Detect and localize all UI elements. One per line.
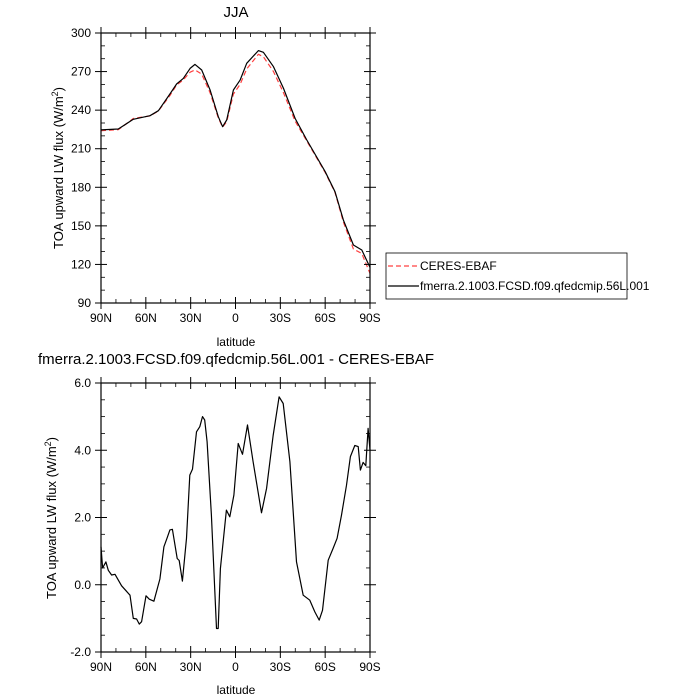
top-y-tick-label: 150 bbox=[71, 219, 91, 233]
top-x-tick-label: 90S bbox=[359, 311, 380, 325]
top-series-line-model bbox=[100, 49, 371, 268]
bottom-y-label-end: ) bbox=[44, 437, 59, 441]
top-y-tick-label: 300 bbox=[71, 26, 91, 40]
top-y-axis-label: TOA upward LW flux (W/m2) bbox=[50, 87, 66, 249]
bottom-y-label-sup: 2 bbox=[43, 441, 53, 446]
bottom-y-tick-label: 6.0 bbox=[74, 376, 91, 390]
legend-box bbox=[385, 252, 628, 300]
top-x-tick-label: 90N bbox=[90, 311, 112, 325]
bottom-x-tick-label: 0 bbox=[232, 660, 239, 674]
top-x-tick-label: 30N bbox=[180, 311, 202, 325]
bottom-y-tick-label: 4.0 bbox=[74, 443, 91, 457]
top-x-tick-label: 60N bbox=[135, 311, 157, 325]
top-y-tick-label: 240 bbox=[71, 103, 91, 117]
bottom-chart-title: fmerra.2.1003.FCSD.f09.qfedcmip.56L.001 … bbox=[38, 351, 434, 368]
top-chart-title: JJA bbox=[223, 4, 248, 21]
top-panel: JJA latitude TOA upward LW flux (W/m2) 9… bbox=[50, 4, 381, 349]
top-x-axis-label: latitude bbox=[217, 335, 256, 349]
bottom-x-tick-label: 90N bbox=[90, 660, 112, 674]
top-x-tick-label: 30S bbox=[270, 311, 291, 325]
bottom-x-tick-label: 60S bbox=[314, 660, 335, 674]
top-y-tick-label: 180 bbox=[71, 180, 91, 194]
bottom-x-tick-label: 30S bbox=[270, 660, 291, 674]
top-y-tick-label: 120 bbox=[71, 257, 91, 271]
bottom-x-tick-label: 30N bbox=[180, 660, 202, 674]
top-series-line-ceres bbox=[100, 53, 371, 274]
top-y-tick-label: 270 bbox=[71, 65, 91, 79]
legend: CERES-EBAF fmerra.2.1003.FCSD.f09.qfedcm… bbox=[385, 252, 650, 300]
top-y-label-sup: 2 bbox=[50, 91, 60, 96]
top-plot-frame bbox=[100, 32, 371, 304]
bottom-y-tick-label: 0.0 bbox=[74, 578, 91, 592]
bottom-y-label-main: TOA upward LW flux (W/m bbox=[44, 446, 59, 599]
bottom-y-axis-label: TOA upward LW flux (W/m2) bbox=[43, 437, 59, 599]
top-y-tick-label: 90 bbox=[78, 296, 92, 310]
bottom-series-line-model bbox=[100, 396, 371, 630]
bottom-y-tick-label: -2.0 bbox=[70, 645, 91, 659]
top-x-tick-label: 60S bbox=[314, 311, 335, 325]
bottom-y-tick-label: 2.0 bbox=[74, 511, 91, 525]
top-y-tick-label: 210 bbox=[71, 142, 91, 156]
top-y-label-main: TOA upward LW flux (W/m bbox=[51, 96, 66, 249]
legend-label-ceres: CERES-EBAF bbox=[420, 259, 497, 273]
legend-label-model: fmerra.2.1003.FCSD.f09.qfedcmip.56L.001 bbox=[420, 279, 650, 293]
top-x-tick-label: 0 bbox=[232, 311, 239, 325]
bottom-x-tick-label: 60N bbox=[135, 660, 157, 674]
bottom-panel: fmerra.2.1003.FCSD.f09.qfedcmip.56L.001 … bbox=[38, 351, 434, 697]
bottom-x-tick-label: 90S bbox=[359, 660, 380, 674]
bottom-plot-frame bbox=[100, 382, 371, 653]
top-y-label-end: ) bbox=[51, 87, 66, 91]
bottom-x-axis-label: latitude bbox=[217, 683, 256, 697]
